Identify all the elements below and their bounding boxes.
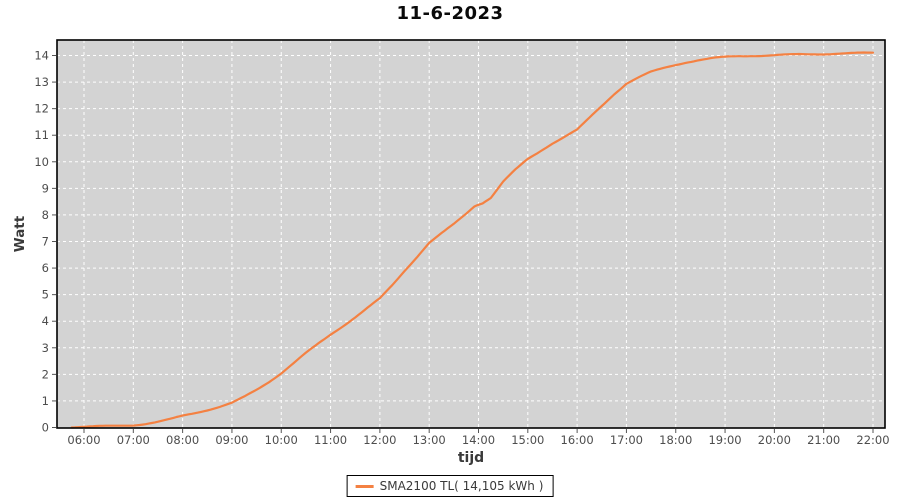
series-line-sma2100 — [70, 51, 875, 429]
legend-box: SMA2100 TL( 14,105 kWh ) — [346, 475, 554, 497]
x-tick-label: 06:00 — [67, 433, 100, 447]
x-tick-label: 22:00 — [856, 433, 889, 447]
x-tick-label: 14:00 — [462, 433, 495, 447]
y-tick-label: 11 — [34, 128, 49, 142]
y-tick-label: 9 — [42, 181, 49, 195]
x-tick-label: 21:00 — [807, 433, 840, 447]
x-tick-label: 19:00 — [708, 433, 741, 447]
y-tick-label: 0 — [42, 421, 49, 435]
y-tick-label: 6 — [42, 261, 49, 275]
legend-line-swatch — [355, 484, 374, 488]
y-axis-title: Watt — [12, 215, 28, 252]
y-tick-label: 8 — [42, 208, 49, 222]
x-tick-label: 11:00 — [314, 433, 347, 447]
x-tick-label: 15:00 — [511, 433, 544, 447]
plot-background — [57, 40, 885, 428]
x-axis-title: tijd — [458, 450, 484, 466]
y-tick-label: 10 — [34, 155, 49, 169]
axis-tick-labels: 06:00 07:00 08:00 09:00 10:00 11:00 12:00 13:00… — [34, 49, 889, 447]
y-tick-label: 7 — [42, 235, 49, 249]
x-tick-label: 09:00 — [215, 433, 248, 447]
y-tick-label: 4 — [42, 314, 49, 328]
legend-label: SMA2100 TL( 14,105 kWh ) — [379, 479, 544, 493]
x-tick-label: 17:00 — [610, 433, 643, 447]
gridlines — [57, 40, 885, 428]
x-tick-label: 13:00 — [413, 433, 446, 447]
y-tick-label: 1 — [42, 394, 49, 408]
y-tick-label: 2 — [42, 367, 49, 381]
y-tick-label: 12 — [34, 102, 49, 116]
y-tick-label: 5 — [42, 288, 49, 302]
x-tick-label: 08:00 — [166, 433, 199, 447]
y-tick-label: 3 — [42, 341, 49, 355]
chart-title: 11-6-2023 — [396, 3, 504, 24]
x-tick-label: 07:00 — [117, 433, 150, 447]
x-tick-label: 18:00 — [659, 433, 692, 447]
x-tick-label: 12:00 — [363, 433, 396, 447]
y-tick-label: 14 — [34, 49, 49, 63]
x-tick-label: 10:00 — [265, 433, 298, 447]
y-tick-label: 13 — [34, 75, 49, 89]
x-tick-label: 16:00 — [561, 433, 594, 447]
x-tick-label: 20:00 — [758, 433, 791, 447]
plot-border — [56, 39, 886, 429]
axis-ticks — [52, 55, 874, 433]
